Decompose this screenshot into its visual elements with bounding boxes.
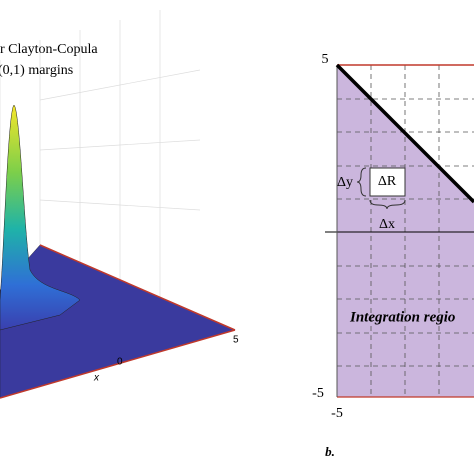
tick-label: 0 bbox=[117, 357, 123, 368]
panel-label: b. bbox=[325, 444, 335, 459]
region-diagram: ΔR Δy Δx Integration regio 5 -5 -5 b. bbox=[312, 52, 474, 459]
plot-title: r Clayton-Copula bbox=[0, 42, 98, 57]
delta-x: Δx bbox=[379, 217, 395, 232]
delta-r: ΔR bbox=[378, 174, 397, 189]
region-label: Integration regio bbox=[349, 309, 455, 325]
tick-label: -5 bbox=[331, 406, 343, 421]
tick-label: -5 bbox=[312, 386, 324, 401]
tick-label: 5 bbox=[233, 335, 239, 346]
tick-label: 5 bbox=[322, 52, 329, 67]
plot-subtitle: (0,1) margins bbox=[0, 63, 73, 78]
delta-y: Δy bbox=[337, 175, 353, 190]
axis-label: x bbox=[93, 373, 100, 384]
surface-plot: r Clayton-Copula (0,1) margins 5 0 x bbox=[0, 10, 239, 399]
